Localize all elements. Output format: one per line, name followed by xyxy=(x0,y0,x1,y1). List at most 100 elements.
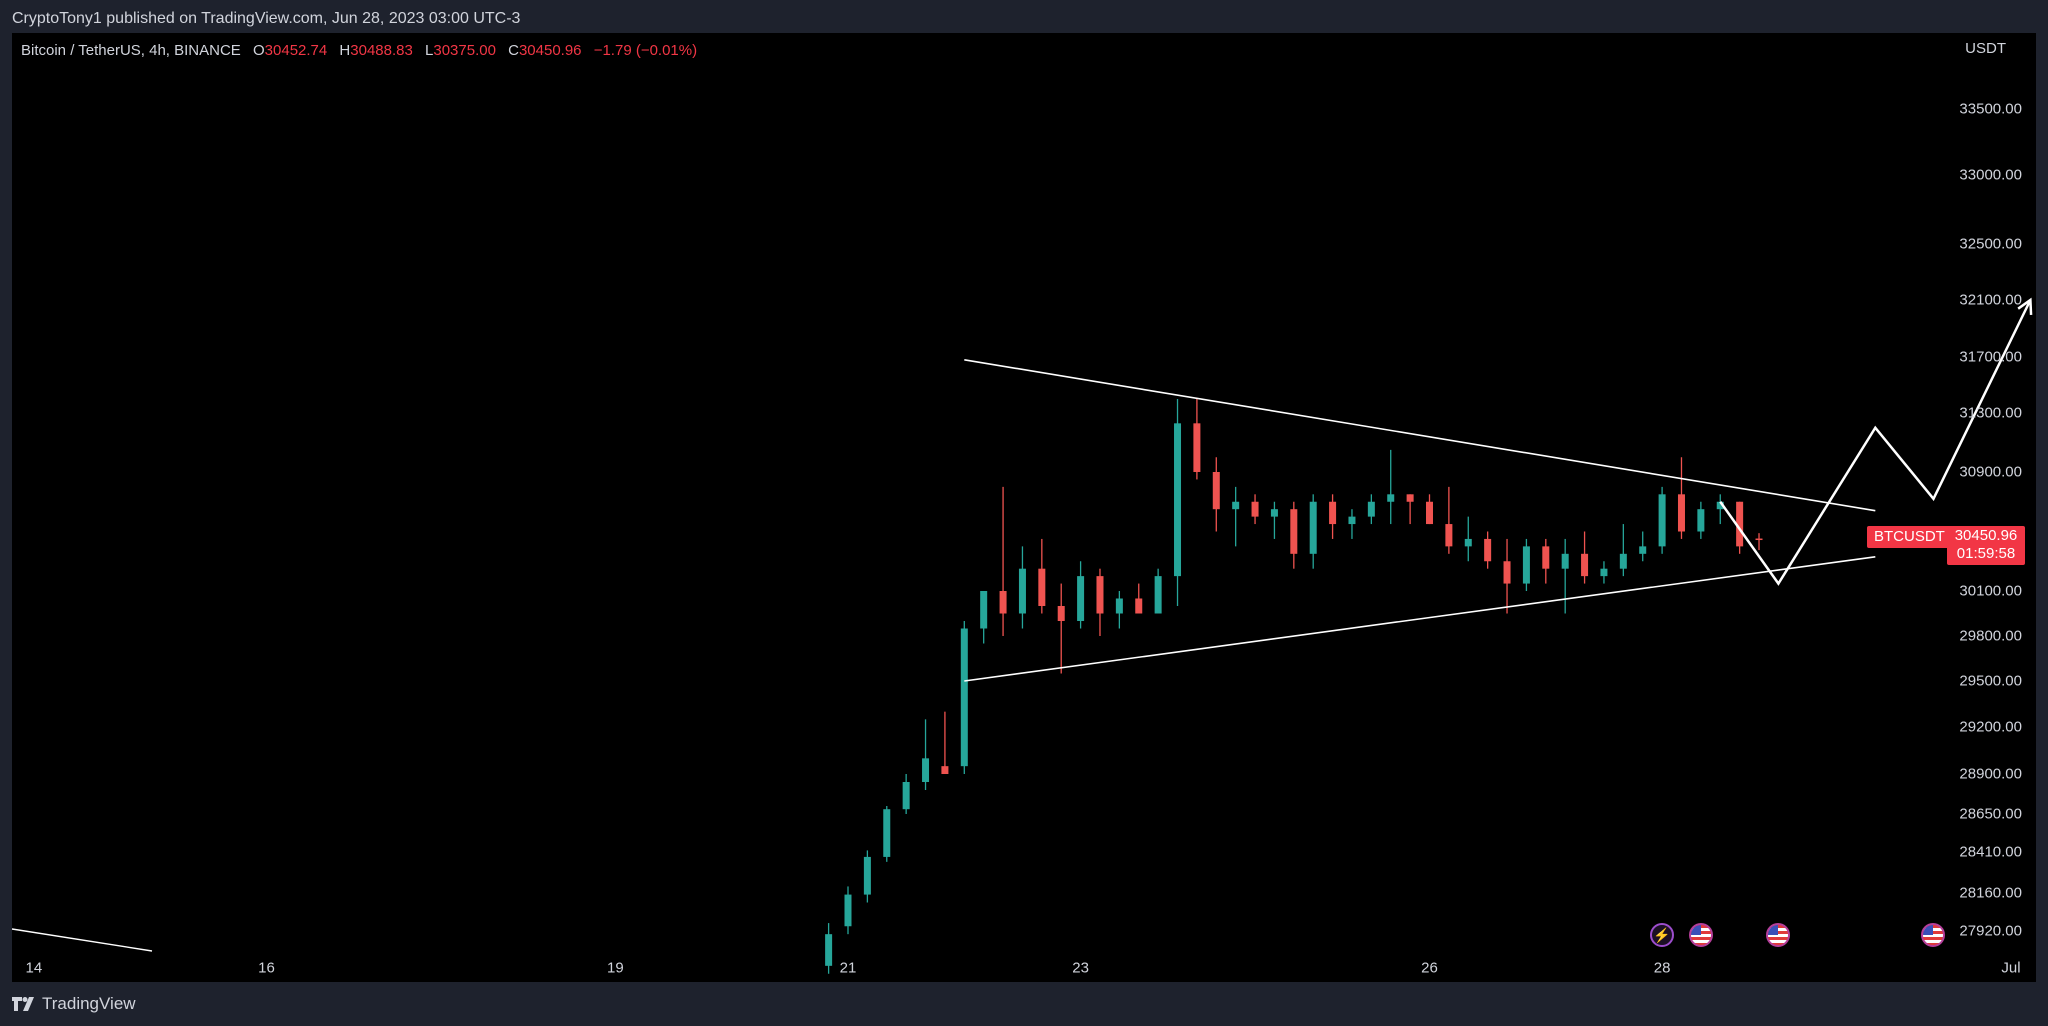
candle-body xyxy=(1503,561,1511,584)
candle-body xyxy=(825,934,833,966)
candle[interactable] xyxy=(902,774,910,814)
candle-body xyxy=(1038,568,1046,606)
candle[interactable] xyxy=(1697,501,1705,539)
us-flag-event-icon[interactable] xyxy=(1688,923,1713,947)
candle-body xyxy=(863,856,871,895)
candle[interactable] xyxy=(1426,494,1433,525)
price-tick-label: 28410.00 xyxy=(1959,843,2022,861)
candle[interactable] xyxy=(1212,457,1220,532)
candle[interactable] xyxy=(1115,591,1123,629)
candle-body xyxy=(1251,501,1259,517)
candle-body xyxy=(1077,576,1085,621)
time-tick-label: 16 xyxy=(258,959,275,977)
candle[interactable] xyxy=(1096,568,1104,636)
time-tick-label: 26 xyxy=(1421,959,1438,977)
low-label: L xyxy=(425,42,434,59)
candle[interactable] xyxy=(1503,538,1511,614)
candle[interactable] xyxy=(844,886,852,935)
candle-body xyxy=(1619,553,1627,569)
candle[interactable] xyxy=(1270,501,1278,539)
candle[interactable] xyxy=(1348,509,1356,539)
candle-body xyxy=(1057,606,1065,621)
candle[interactable] xyxy=(1445,486,1453,554)
candle[interactable] xyxy=(863,850,871,903)
us-flag-event-icon[interactable] xyxy=(1766,923,1791,947)
candle[interactable] xyxy=(1561,538,1569,614)
candle[interactable] xyxy=(1581,531,1589,584)
candle[interactable] xyxy=(1484,531,1492,569)
candle[interactable] xyxy=(1038,538,1046,614)
price-tick-label: 29500.00 xyxy=(1959,672,2022,690)
time-tick-label: 28 xyxy=(1653,959,1671,977)
price-tick-label: 27920.00 xyxy=(1959,922,2022,940)
candle[interactable] xyxy=(1464,516,1472,562)
candle[interactable] xyxy=(980,591,988,644)
candle[interactable] xyxy=(1329,494,1337,539)
candle-body xyxy=(1716,501,1724,510)
change-value: −1.79 (−0.01%) xyxy=(593,42,698,59)
candle-body xyxy=(1348,516,1356,525)
candle[interactable] xyxy=(1658,486,1666,554)
candle-body xyxy=(844,894,852,927)
symbol-label: Bitcoin / TetherUS, 4h, BINANCE xyxy=(21,42,241,59)
candle[interactable] xyxy=(1639,531,1647,562)
candle[interactable] xyxy=(1077,561,1085,629)
projected-move-line[interactable] xyxy=(1719,299,2032,586)
brand-name[interactable]: TradingView xyxy=(42,994,136,1013)
time-tick-label: 21 xyxy=(839,959,857,977)
candle[interactable] xyxy=(1135,583,1143,614)
candle-body xyxy=(960,628,968,767)
candle-body xyxy=(1697,509,1705,532)
candle[interactable] xyxy=(941,711,949,774)
time-tick-label: 19 xyxy=(607,959,624,977)
price-plot[interactable] xyxy=(12,33,2036,982)
lightning-event-icon[interactable]: ⚡ xyxy=(1650,923,1675,947)
tradingview-logo-icon xyxy=(12,997,34,1011)
candle[interactable] xyxy=(1290,501,1298,569)
candle[interactable] xyxy=(883,806,891,862)
candle-body xyxy=(1135,598,1143,614)
candle[interactable] xyxy=(1619,524,1627,577)
candle[interactable] xyxy=(1251,494,1259,525)
candle[interactable] xyxy=(1755,533,1763,551)
candle[interactable] xyxy=(1154,568,1162,614)
candle-body xyxy=(902,782,910,810)
price-tick-label: 31300.00 xyxy=(1959,404,2022,422)
candle[interactable] xyxy=(1174,399,1182,606)
candle[interactable] xyxy=(1193,399,1201,480)
price-tick-label: 28900.00 xyxy=(1959,765,2022,783)
open-label: O xyxy=(253,42,265,59)
candle[interactable] xyxy=(1542,538,1550,584)
candle-body xyxy=(1193,423,1201,472)
candle[interactable] xyxy=(1232,486,1240,547)
lower-support-line[interactable] xyxy=(964,555,1876,682)
candle[interactable] xyxy=(999,486,1007,636)
candle[interactable] xyxy=(1522,538,1530,591)
candle-body xyxy=(1309,501,1317,554)
candle-body xyxy=(1329,501,1337,525)
candle-body xyxy=(1677,494,1685,532)
candle[interactable] xyxy=(1406,494,1414,525)
candle[interactable] xyxy=(1018,546,1026,629)
candle[interactable] xyxy=(1387,449,1395,525)
candle[interactable] xyxy=(825,923,833,974)
open-value: 30452.74 xyxy=(264,42,328,59)
upper-resistance-line[interactable] xyxy=(964,359,1876,512)
candle[interactable] xyxy=(960,621,968,774)
candle-body xyxy=(1755,538,1763,541)
candle[interactable] xyxy=(1367,494,1375,525)
candle-body xyxy=(999,591,1007,614)
candle[interactable] xyxy=(922,719,930,790)
candle[interactable] xyxy=(1716,494,1724,525)
price-tick-label: 28160.00 xyxy=(1959,884,2022,902)
price-tick-label: 33500.00 xyxy=(1959,100,2022,118)
price-tick-label: 32500.00 xyxy=(1959,235,2022,253)
footer: TradingView xyxy=(12,994,136,1014)
candle[interactable] xyxy=(1677,457,1685,539)
candle[interactable] xyxy=(1309,494,1317,569)
candle[interactable] xyxy=(1600,561,1608,584)
us-flag-event-icon[interactable] xyxy=(1921,923,1946,947)
candle[interactable] xyxy=(1057,583,1065,674)
candle-body xyxy=(980,591,988,629)
chart-panel[interactable]: Bitcoin / TetherUS, 4h, BINANCE O30452.7… xyxy=(12,33,2036,982)
